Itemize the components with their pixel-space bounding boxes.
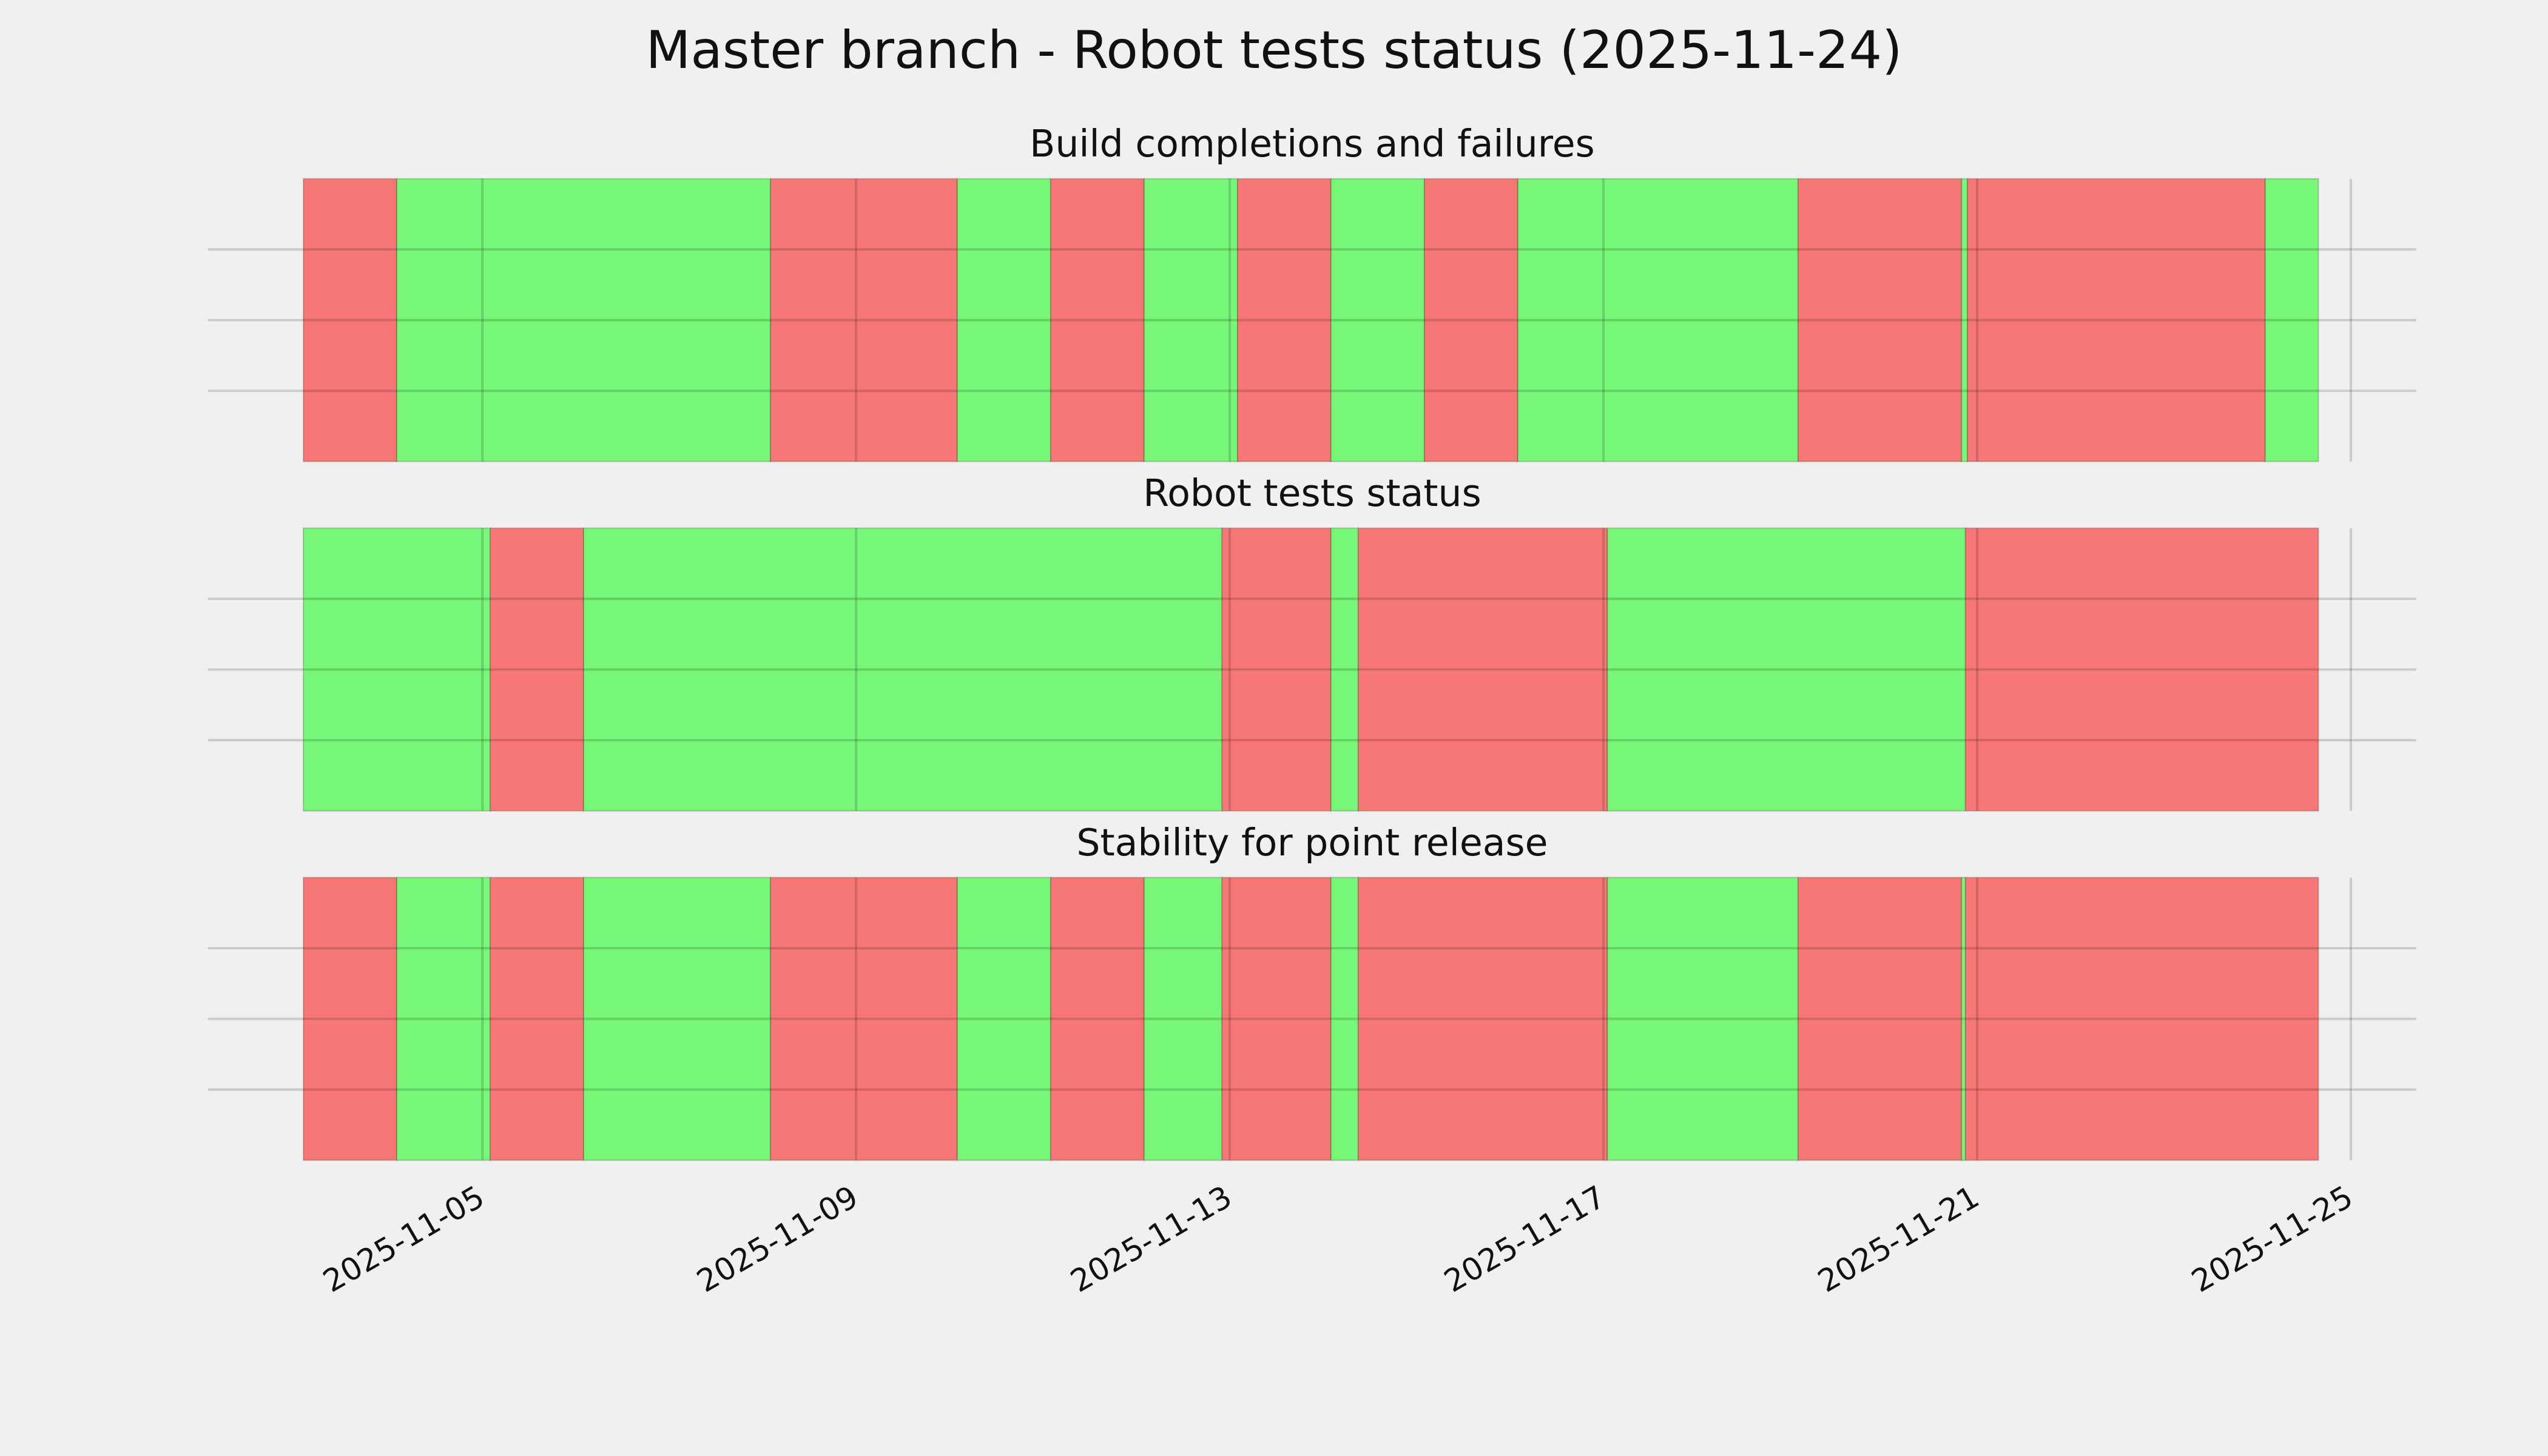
status-segment xyxy=(1423,178,1519,462)
status-segment xyxy=(396,877,491,1161)
status-segment xyxy=(1330,178,1426,462)
status-segment xyxy=(1236,178,1332,462)
status-segment xyxy=(302,178,398,462)
status-segment xyxy=(1966,178,2266,462)
status-segment xyxy=(1606,527,1966,812)
status-segment xyxy=(2264,178,2319,462)
status-segment xyxy=(1330,527,1359,812)
status-segment xyxy=(1797,178,1963,462)
status-segment xyxy=(489,527,585,812)
status-segment xyxy=(302,877,398,1161)
status-segment xyxy=(956,877,1052,1161)
status-segment xyxy=(1221,527,1332,812)
status-segment xyxy=(956,178,1052,462)
status-segment xyxy=(1606,877,1799,1161)
status-segment xyxy=(302,527,491,812)
status-segment xyxy=(396,178,772,462)
status-segment xyxy=(1221,877,1332,1161)
status-segment xyxy=(1964,527,2319,812)
subplot-title: Build completions and failures xyxy=(1030,122,1595,166)
status-segment xyxy=(769,877,959,1161)
status-segment xyxy=(1961,877,1966,1161)
status-segment xyxy=(1357,527,1608,812)
subplot-title: Stability for point release xyxy=(1076,821,1548,864)
status-segment xyxy=(1330,877,1359,1161)
status-segment xyxy=(1050,877,1145,1161)
status-segment xyxy=(582,527,1223,812)
status-segment xyxy=(1964,877,2319,1161)
status-segment xyxy=(1050,178,1145,462)
status-segment xyxy=(1517,178,1799,462)
status-segment xyxy=(1357,877,1608,1161)
status-segment xyxy=(489,877,585,1161)
subplot-title: Robot tests status xyxy=(1143,471,1481,515)
status-segment xyxy=(1143,178,1239,462)
status-segment xyxy=(582,877,772,1161)
status-segment xyxy=(1143,877,1223,1161)
status-segment xyxy=(769,178,959,462)
chart-title: Master branch - Robot tests status (2025… xyxy=(645,20,1902,81)
